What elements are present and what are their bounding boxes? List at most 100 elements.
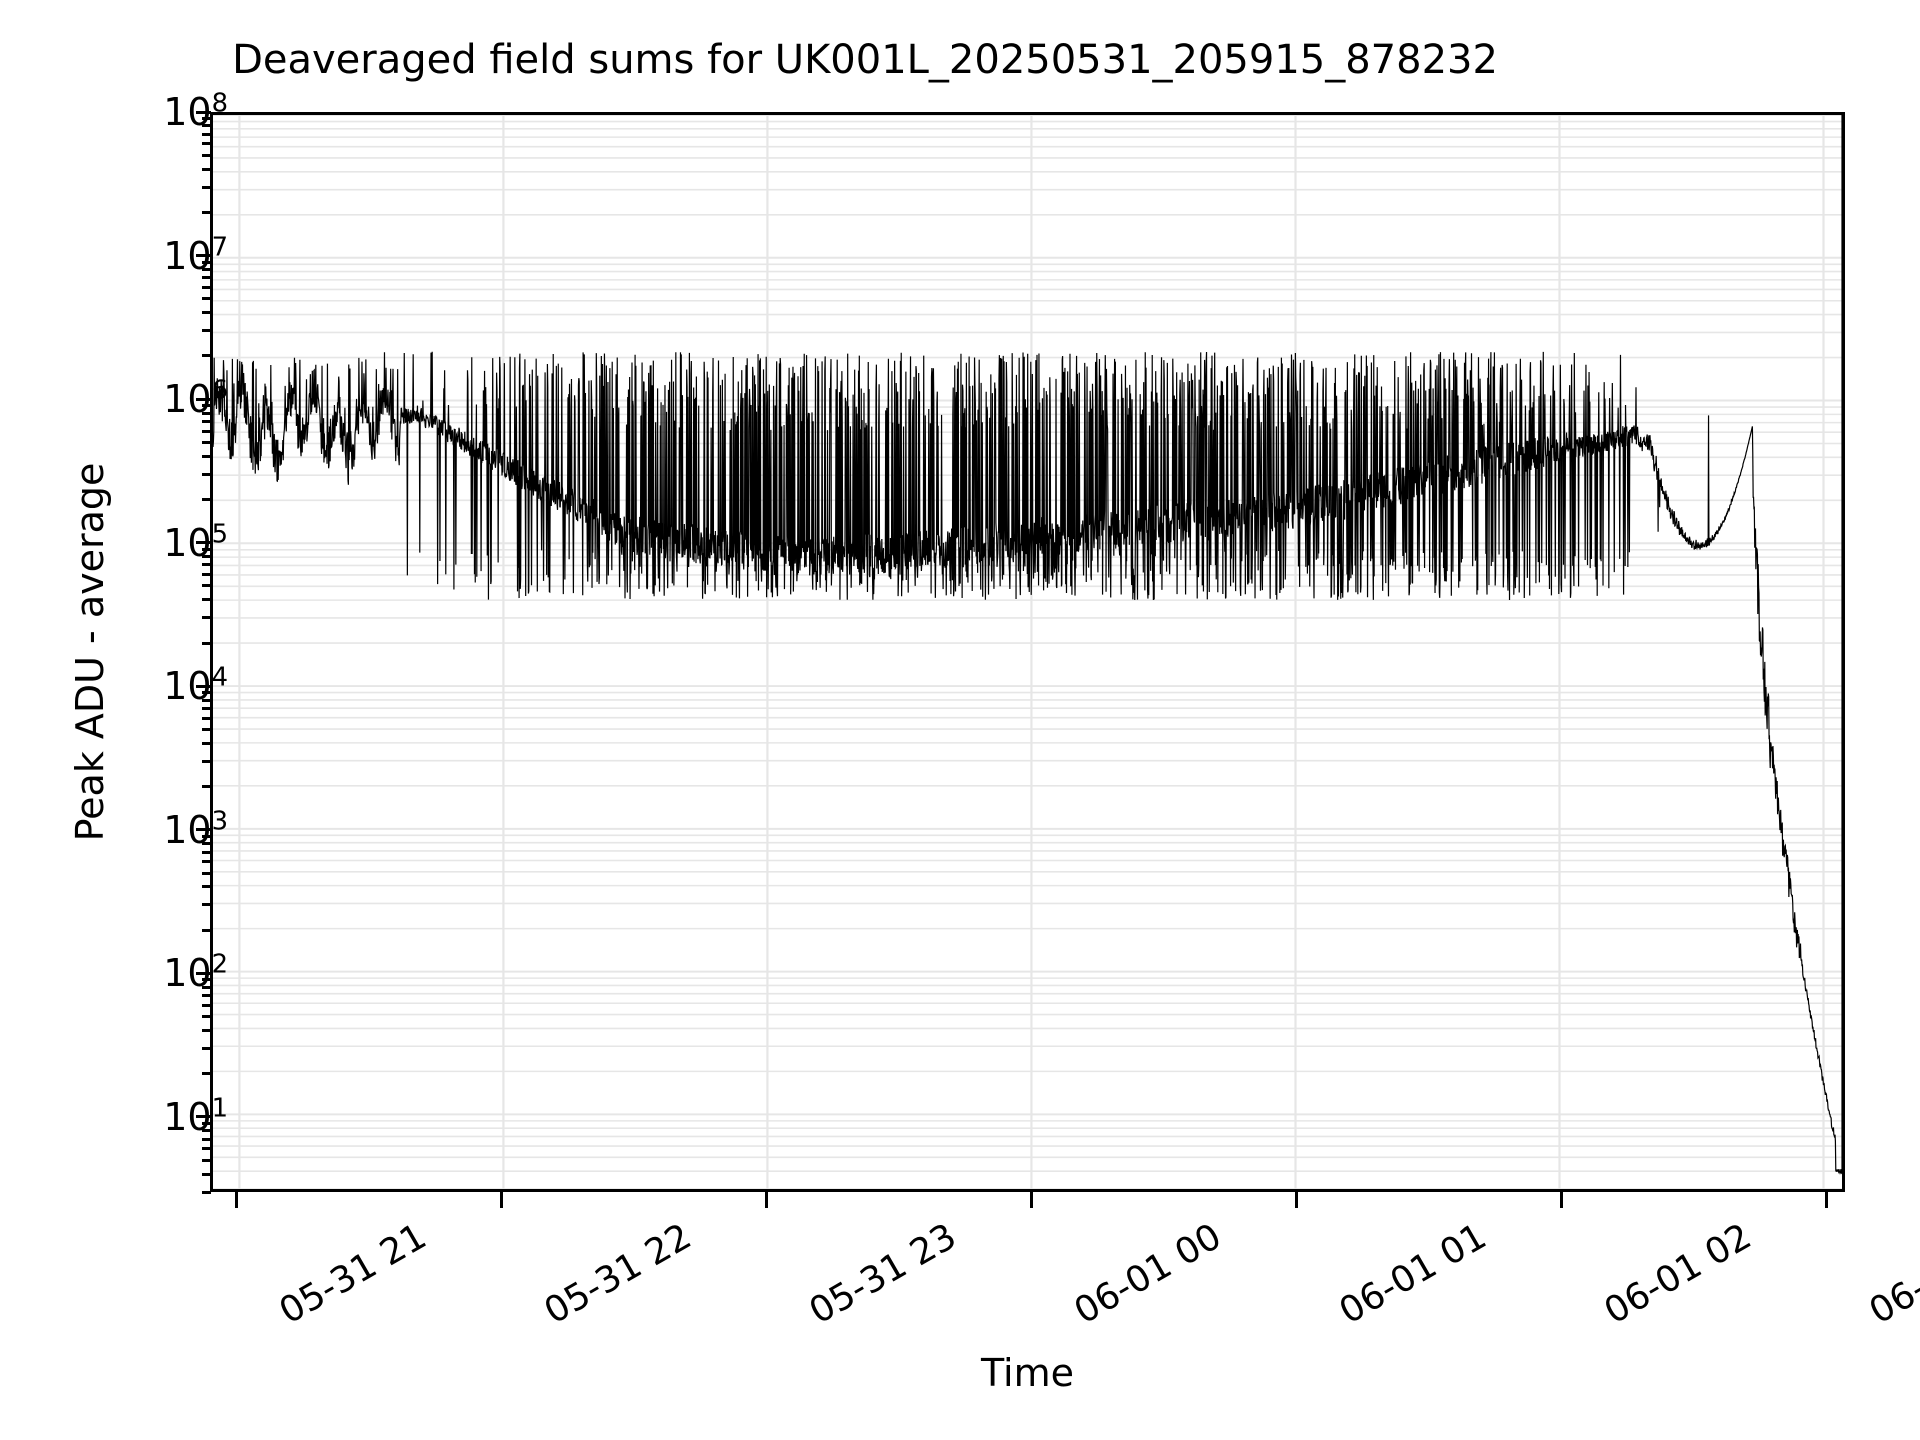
y-tick-minor	[202, 698, 211, 702]
y-tick-minor	[202, 260, 211, 264]
x-tick	[765, 1192, 768, 1208]
y-tick-minor	[202, 785, 211, 789]
y-tick-minor	[202, 641, 211, 645]
y-tick-minor	[202, 1003, 211, 1007]
x-tick	[1295, 1192, 1298, 1208]
x-tick-label: 06-01 02	[1597, 1216, 1758, 1333]
y-tick-minor	[202, 1147, 211, 1151]
y-tick-minor	[202, 928, 211, 932]
y-tick-minor	[202, 1137, 211, 1141]
y-tick-exponent: 2	[211, 949, 228, 980]
y-tick-minor	[202, 563, 211, 567]
y-tick-mantissa: 10	[163, 664, 212, 709]
y-tick-minor	[202, 555, 211, 559]
y-tick-minor	[202, 1190, 211, 1194]
y-tick-minor	[202, 153, 211, 157]
y-tick-minor	[202, 472, 211, 476]
y-tick-label: 108	[163, 90, 228, 134]
y-tick-minor	[202, 1046, 211, 1050]
y-tick-minor	[202, 354, 211, 358]
y-tick-minor	[202, 167, 211, 171]
y-tick-label: 105	[163, 520, 228, 565]
y-tick-minor	[202, 311, 211, 315]
y-tick-major	[196, 1115, 211, 1119]
y-tick-minor	[202, 616, 211, 620]
y-tick-major	[196, 541, 211, 545]
y-tick-exponent: 6	[211, 375, 228, 406]
y-tick-mantissa: 10	[163, 233, 212, 278]
y-tick-minor	[202, 1122, 211, 1125]
x-tick-label: 06-01 00	[1067, 1216, 1228, 1333]
y-tick-minor	[202, 994, 211, 998]
y-tick-mantissa: 10	[163, 951, 212, 996]
y-tick-minor	[202, 498, 211, 501]
y-tick-minor	[202, 860, 211, 864]
y-tick-mantissa: 10	[163, 377, 212, 422]
y-tick-minor	[202, 142, 211, 146]
y-tick-minor	[202, 598, 211, 602]
x-axis-label: Time	[981, 1351, 1074, 1395]
y-tick-minor	[202, 404, 211, 408]
y-tick-minor	[202, 329, 211, 333]
x-tick	[235, 1192, 238, 1208]
y-tick-label: 102	[163, 949, 228, 996]
y-tick-minor	[202, 411, 211, 415]
y-tick-minor	[202, 124, 211, 128]
y-tick-minor	[202, 1158, 211, 1162]
x-tick-label: 05-31 23	[802, 1216, 963, 1333]
y-tick-minor	[202, 132, 211, 136]
y-tick-minor	[202, 871, 211, 875]
y-tick-minor	[202, 210, 211, 214]
y-tick-minor	[202, 834, 211, 838]
y-tick-minor	[202, 903, 211, 907]
y-axis-label: Peak ADU - average	[68, 462, 112, 842]
y-tick-label: 101	[163, 1094, 228, 1139]
y-tick-minor	[202, 440, 211, 444]
y-tick-minor	[202, 978, 211, 982]
y-tick-exponent: 8	[211, 88, 228, 119]
x-tick	[1030, 1192, 1033, 1208]
y-tick-major	[196, 110, 211, 114]
y-tick-major	[196, 397, 211, 401]
y-tick-minor	[202, 741, 211, 745]
y-tick-label: 106	[163, 377, 228, 422]
y-tick-minor	[202, 297, 211, 301]
y-tick-minor	[202, 850, 211, 854]
y-tick-minor	[202, 117, 211, 121]
y-tick-minor	[202, 268, 211, 271]
y-tick-minor	[202, 547, 211, 551]
x-tick-label: 05-31 21	[272, 1216, 433, 1333]
x-tick	[1825, 1192, 1828, 1208]
y-tick-mantissa: 10	[163, 90, 212, 134]
y-tick-minor	[202, 285, 211, 289]
y-tick-major	[196, 684, 211, 688]
x-tick	[500, 1192, 503, 1208]
y-tick-minor	[202, 429, 211, 433]
y-tick-exponent: 1	[211, 1093, 228, 1124]
y-tick-mantissa: 10	[163, 807, 212, 852]
data-series-line	[213, 115, 1842, 1189]
y-tick-minor	[202, 885, 211, 889]
y-tick-major	[196, 971, 211, 975]
x-tick-label: 06-01 01	[1332, 1216, 1493, 1333]
y-tick-mantissa: 10	[163, 1094, 212, 1139]
y-tick-exponent: 5	[211, 519, 228, 550]
x-tick-label: 06-01 03	[1862, 1216, 1920, 1333]
y-tick-exponent: 3	[211, 806, 228, 837]
y-tick-mantissa: 10	[163, 520, 212, 565]
y-tick-minor	[202, 759, 211, 763]
y-tick-minor	[202, 1129, 211, 1133]
y-tick-label: 103	[163, 807, 228, 852]
y-tick-major	[196, 828, 211, 832]
y-tick-label: 104	[163, 664, 228, 709]
y-tick-minor	[202, 842, 211, 846]
x-tick	[1560, 1192, 1563, 1208]
y-tick-label: 107	[163, 233, 228, 278]
y-tick-minor	[202, 419, 211, 423]
y-tick-minor	[202, 185, 211, 189]
y-tick-exponent: 7	[211, 231, 228, 262]
y-tick-minor	[202, 1029, 211, 1032]
y-tick-minor	[202, 1015, 211, 1019]
y-tick-minor	[202, 716, 211, 720]
x-tick-label: 05-31 22	[537, 1216, 698, 1333]
